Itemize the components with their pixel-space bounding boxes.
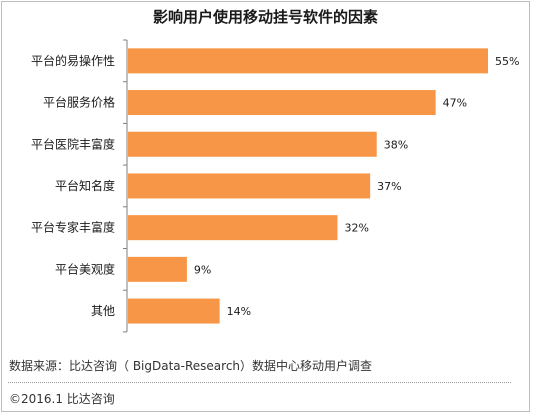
value-label: 14% [227, 305, 251, 318]
footer-divider [8, 382, 511, 383]
category-label: 平台服务价格 [43, 95, 115, 110]
category-label: 其他 [91, 304, 115, 318]
bar [128, 215, 338, 241]
bar [128, 48, 488, 74]
category-label: 平台知名度 [55, 178, 115, 193]
bar-chart: 平台的易操作性 55% 平台服务价格 47% 平台医院丰富度 38% 平台知名度 37% 平台专… [31, 39, 519, 333]
value-label: 9% [194, 263, 211, 276]
bar [128, 90, 436, 116]
value-label: 37% [377, 180, 401, 193]
value-label: 38% [384, 138, 408, 151]
bar [128, 298, 220, 324]
value-label: 47% [443, 97, 467, 110]
bar [128, 173, 371, 199]
value-label: 55% [495, 55, 519, 68]
category-label: 平台美观度 [55, 261, 115, 276]
value-label: 32% [344, 222, 368, 235]
data-source-note: 数据来源：比达咨询（ BigData-Research）数据中心移动用户调查 [9, 359, 373, 373]
bar [128, 131, 377, 157]
category-label: 平台医院丰富度 [31, 136, 115, 151]
copyright-footer: ©2016.1 比达咨询 [9, 392, 115, 406]
category-label: 平台专家丰富度 [31, 220, 115, 235]
chart-title: 影响用户使用移动挂号软件的因素 [152, 8, 378, 26]
category-label: 平台的易操作性 [31, 53, 115, 68]
bar [128, 256, 187, 282]
